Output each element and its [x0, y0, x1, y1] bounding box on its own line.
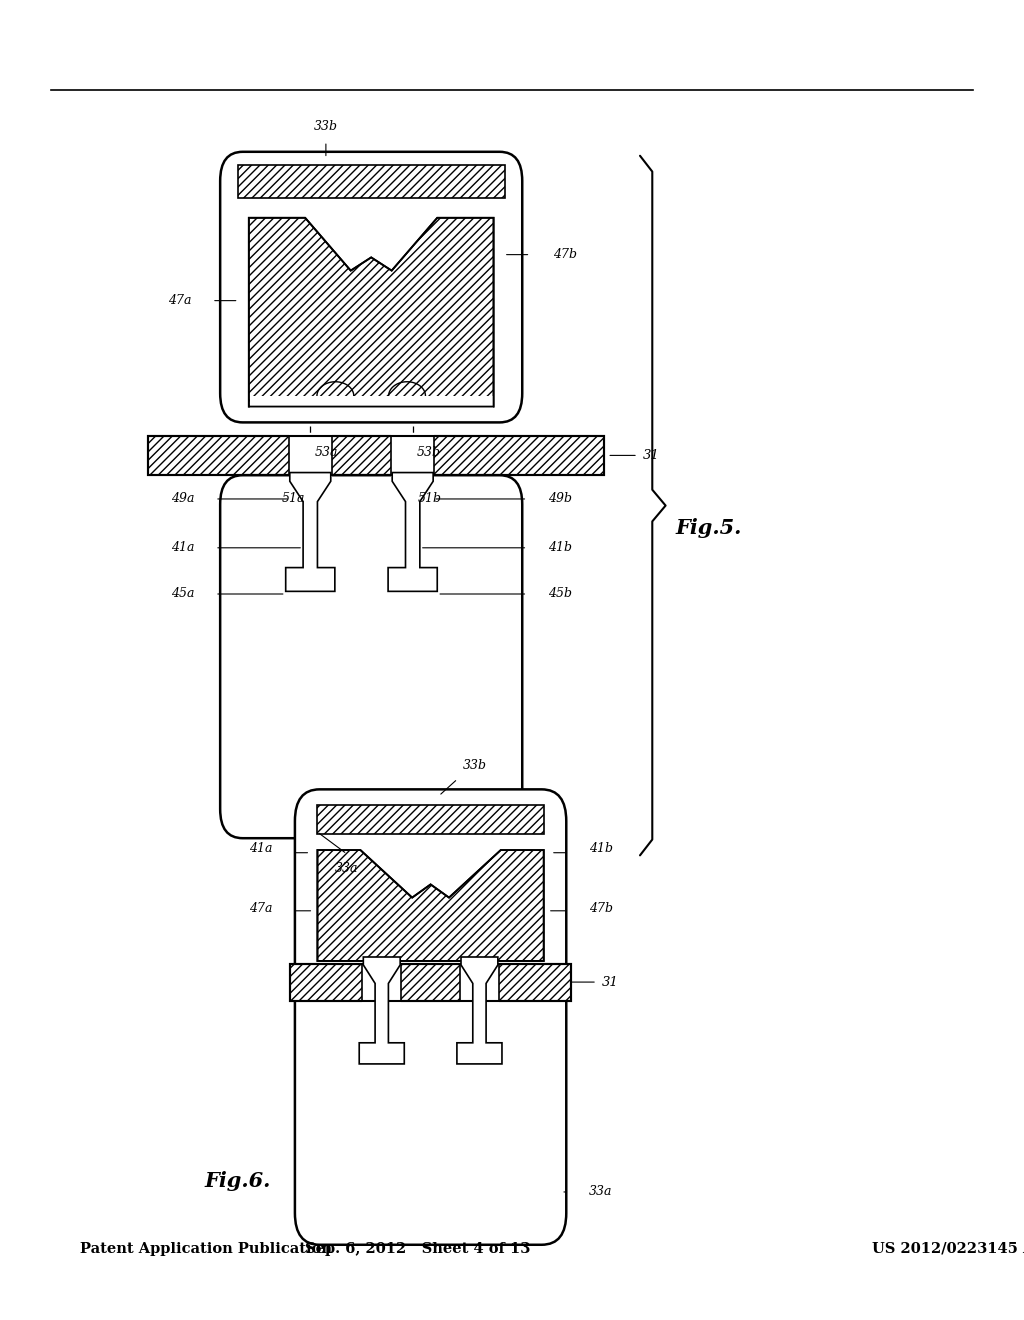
- Text: 51a: 51a: [282, 492, 305, 506]
- Text: 45b: 45b: [548, 587, 571, 601]
- Text: 41a: 41a: [249, 842, 272, 855]
- Text: Fig.5.: Fig.5.: [676, 517, 742, 539]
- Bar: [148, 436, 604, 475]
- Text: 41b: 41b: [548, 541, 571, 554]
- Text: 47a: 47a: [249, 902, 272, 915]
- Bar: [290, 964, 571, 1001]
- Text: US 2012/0223145 A1: US 2012/0223145 A1: [872, 1242, 1024, 1255]
- Text: 51b: 51b: [418, 492, 441, 506]
- Bar: [362, 961, 401, 1003]
- Text: 31: 31: [643, 449, 659, 462]
- Bar: [317, 805, 544, 834]
- Text: Fig.6.: Fig.6.: [205, 1171, 271, 1192]
- Bar: [148, 436, 604, 475]
- Polygon shape: [249, 218, 494, 407]
- Bar: [391, 433, 434, 478]
- Polygon shape: [388, 473, 437, 591]
- Text: 53b: 53b: [417, 446, 440, 459]
- Text: 33a: 33a: [335, 862, 358, 875]
- FancyBboxPatch shape: [295, 789, 566, 1245]
- Text: 53a: 53a: [314, 446, 338, 459]
- Polygon shape: [317, 850, 544, 961]
- Text: 49a: 49a: [171, 492, 195, 506]
- FancyBboxPatch shape: [220, 152, 522, 422]
- Text: 33b: 33b: [463, 759, 487, 772]
- Text: Patent Application Publication: Patent Application Publication: [80, 1242, 332, 1255]
- Bar: [289, 433, 332, 478]
- Bar: [460, 961, 499, 1003]
- Bar: [238, 165, 505, 198]
- Text: 47b: 47b: [553, 248, 577, 261]
- Text: 33b: 33b: [314, 120, 338, 133]
- Text: 47a: 47a: [168, 294, 191, 308]
- Text: 31: 31: [602, 975, 618, 989]
- FancyBboxPatch shape: [220, 475, 522, 838]
- Text: 47b: 47b: [589, 902, 612, 915]
- Bar: [290, 964, 571, 1001]
- Text: 45a: 45a: [171, 587, 195, 601]
- Text: Sep. 6, 2012   Sheet 4 of 13: Sep. 6, 2012 Sheet 4 of 13: [305, 1242, 530, 1255]
- Bar: [250, 396, 493, 416]
- Text: 41b: 41b: [589, 842, 612, 855]
- Text: 49b: 49b: [548, 492, 571, 506]
- Polygon shape: [359, 957, 404, 1064]
- Polygon shape: [457, 957, 502, 1064]
- Polygon shape: [286, 473, 335, 591]
- Text: 33a: 33a: [589, 1185, 612, 1199]
- Text: 41a: 41a: [171, 541, 195, 554]
